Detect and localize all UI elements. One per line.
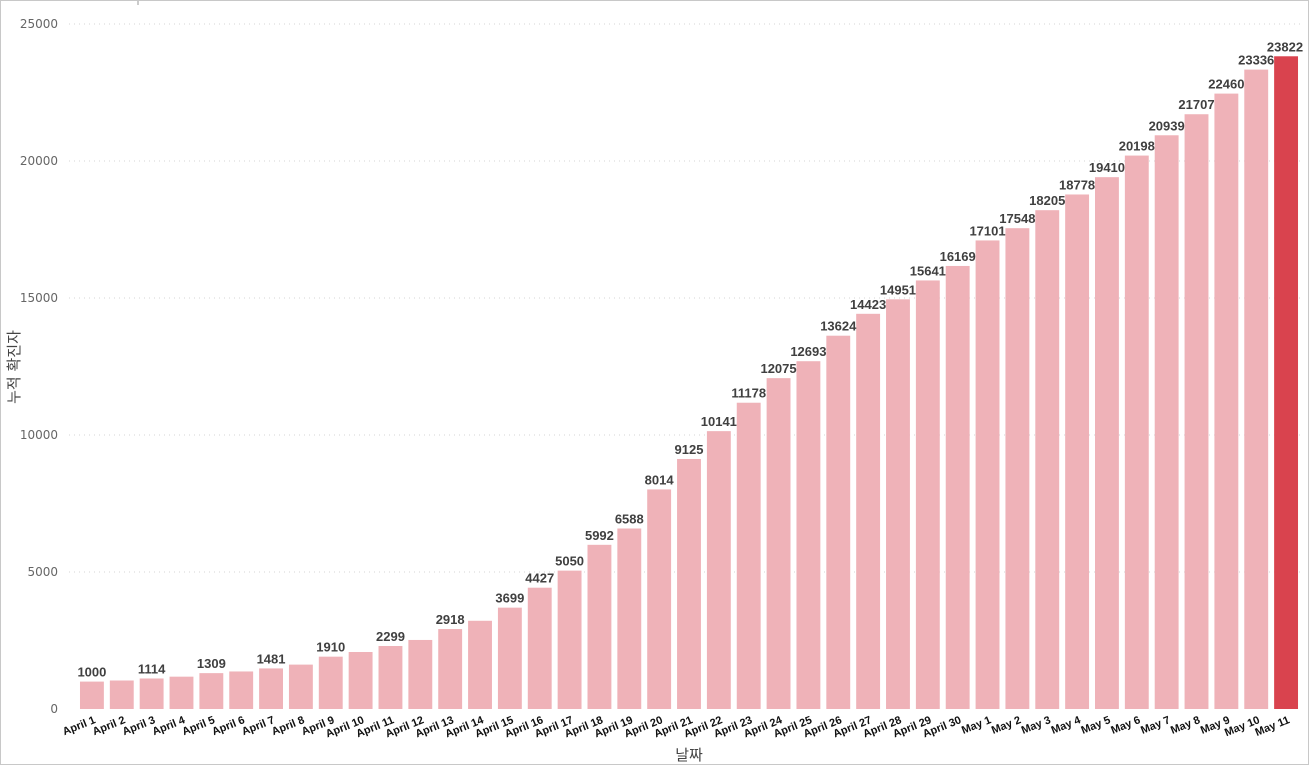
bar[interactable]	[199, 673, 224, 709]
y-tick-label: 0	[50, 702, 58, 716]
bar[interactable]	[378, 646, 403, 709]
bar[interactable]	[886, 299, 910, 709]
bar[interactable]	[1035, 210, 1060, 710]
x-axis-title: 날짜	[675, 746, 703, 764]
data-label: 14423	[850, 297, 886, 312]
bar[interactable]	[557, 570, 582, 709]
data-label: 3699	[495, 591, 524, 606]
x-tick-label: May 11	[1253, 714, 1291, 739]
data-label: 17548	[999, 211, 1035, 226]
data-label: 11178	[731, 386, 766, 401]
bar[interactable]	[1154, 135, 1179, 710]
bar[interactable]	[736, 402, 761, 709]
data-label: 2918	[436, 612, 465, 627]
data-label: 23822	[1267, 39, 1303, 54]
data-label: 18778	[1059, 177, 1095, 192]
bar[interactable]	[527, 587, 552, 709]
x-tick-label: May 8	[1169, 714, 1202, 737]
bar[interactable]	[647, 489, 672, 709]
x-tick-label: May 7	[1139, 714, 1172, 737]
data-label: 19410	[1089, 160, 1125, 175]
data-label: 1000	[77, 665, 106, 680]
data-label: 12693	[790, 344, 826, 359]
bar[interactable]	[1214, 93, 1239, 709]
data-label: 16169	[940, 249, 976, 264]
bar[interactable]	[587, 544, 612, 709]
data-label: 4427	[525, 571, 554, 586]
bar[interactable]	[229, 671, 254, 709]
data-label: 17101	[969, 223, 1005, 238]
bar[interactable]	[826, 335, 851, 709]
data-label: 1910	[316, 640, 345, 655]
bar[interactable]	[975, 240, 1000, 709]
data-label: 1481	[257, 651, 286, 666]
x-tick-label: May 4	[1050, 714, 1084, 737]
bar[interactable]	[259, 668, 283, 709]
bar[interactable]	[617, 528, 642, 709]
data-label: 23336	[1238, 53, 1274, 68]
data-label: 10141	[701, 414, 737, 429]
bar[interactable]	[766, 378, 791, 709]
bar[interactable]	[945, 265, 970, 709]
bar[interactable]	[677, 458, 701, 709]
y-axis-title: 누적 확진자	[5, 330, 23, 404]
x-tick-label: May 6	[1109, 714, 1142, 737]
bar[interactable]	[1005, 228, 1030, 709]
bar[interactable]	[1244, 69, 1269, 709]
y-tick-label: 20000	[20, 154, 58, 168]
bar[interactable]	[109, 680, 134, 709]
bar[interactable]	[497, 607, 522, 709]
y-tick-label: 10000	[20, 428, 58, 442]
bar[interactable]	[348, 652, 373, 709]
bar[interactable]	[139, 678, 164, 709]
bar[interactable]	[288, 664, 313, 709]
data-label: 9125	[675, 442, 704, 457]
data-labels: 1000 1114 1309 1481 1910 2299 2918 369944275050…	[77, 39, 1303, 679]
bar[interactable]	[468, 620, 492, 709]
bar[interactable]	[915, 280, 940, 709]
data-label: 12075	[760, 361, 796, 376]
bar[interactable]	[438, 629, 463, 709]
data-label: 13624	[820, 319, 857, 334]
y-tick-label: 25000	[20, 17, 58, 31]
bar[interactable]	[1184, 114, 1209, 709]
data-label: 20198	[1119, 139, 1155, 154]
y-tick-label: 15000	[20, 291, 58, 305]
data-label: 1309	[197, 656, 226, 671]
data-label: 5050	[555, 554, 584, 569]
data-label: 5992	[585, 528, 614, 543]
data-label: 22460	[1208, 77, 1244, 92]
bar[interactable]	[1095, 177, 1119, 709]
x-tick-label: May 5	[1079, 714, 1112, 737]
bar[interactable]	[706, 431, 731, 709]
data-label: 8014	[645, 472, 675, 487]
data-label: 21707	[1178, 97, 1214, 112]
y-axis-ticks: 0 5000 10000 15000 20000 25000	[20, 17, 58, 716]
bar[interactable]	[318, 656, 343, 709]
bar[interactable]	[1124, 155, 1149, 709]
x-tick-label: May 1	[960, 714, 993, 737]
bar[interactable]	[1065, 194, 1090, 710]
bar[interactable]	[169, 676, 194, 709]
bar[interactable]	[408, 639, 433, 709]
bars	[79, 56, 1299, 710]
data-label: 20939	[1149, 118, 1185, 133]
x-tick-label: May 3	[1020, 714, 1053, 737]
bar[interactable]	[796, 361, 821, 709]
data-label: 1114	[138, 661, 166, 676]
data-label: 6588	[615, 511, 644, 526]
data-label: 18205	[1029, 193, 1065, 208]
y-tick-label: 5000	[27, 565, 58, 579]
bar[interactable]	[79, 681, 104, 709]
gridlines	[69, 23, 1303, 573]
data-label: 15641	[910, 263, 946, 278]
bar[interactable]	[856, 313, 881, 709]
data-label: 14951	[880, 282, 916, 297]
data-label: 2299	[376, 629, 405, 644]
x-tick-label: May 2	[990, 714, 1023, 737]
bar[interactable]	[1274, 56, 1299, 709]
